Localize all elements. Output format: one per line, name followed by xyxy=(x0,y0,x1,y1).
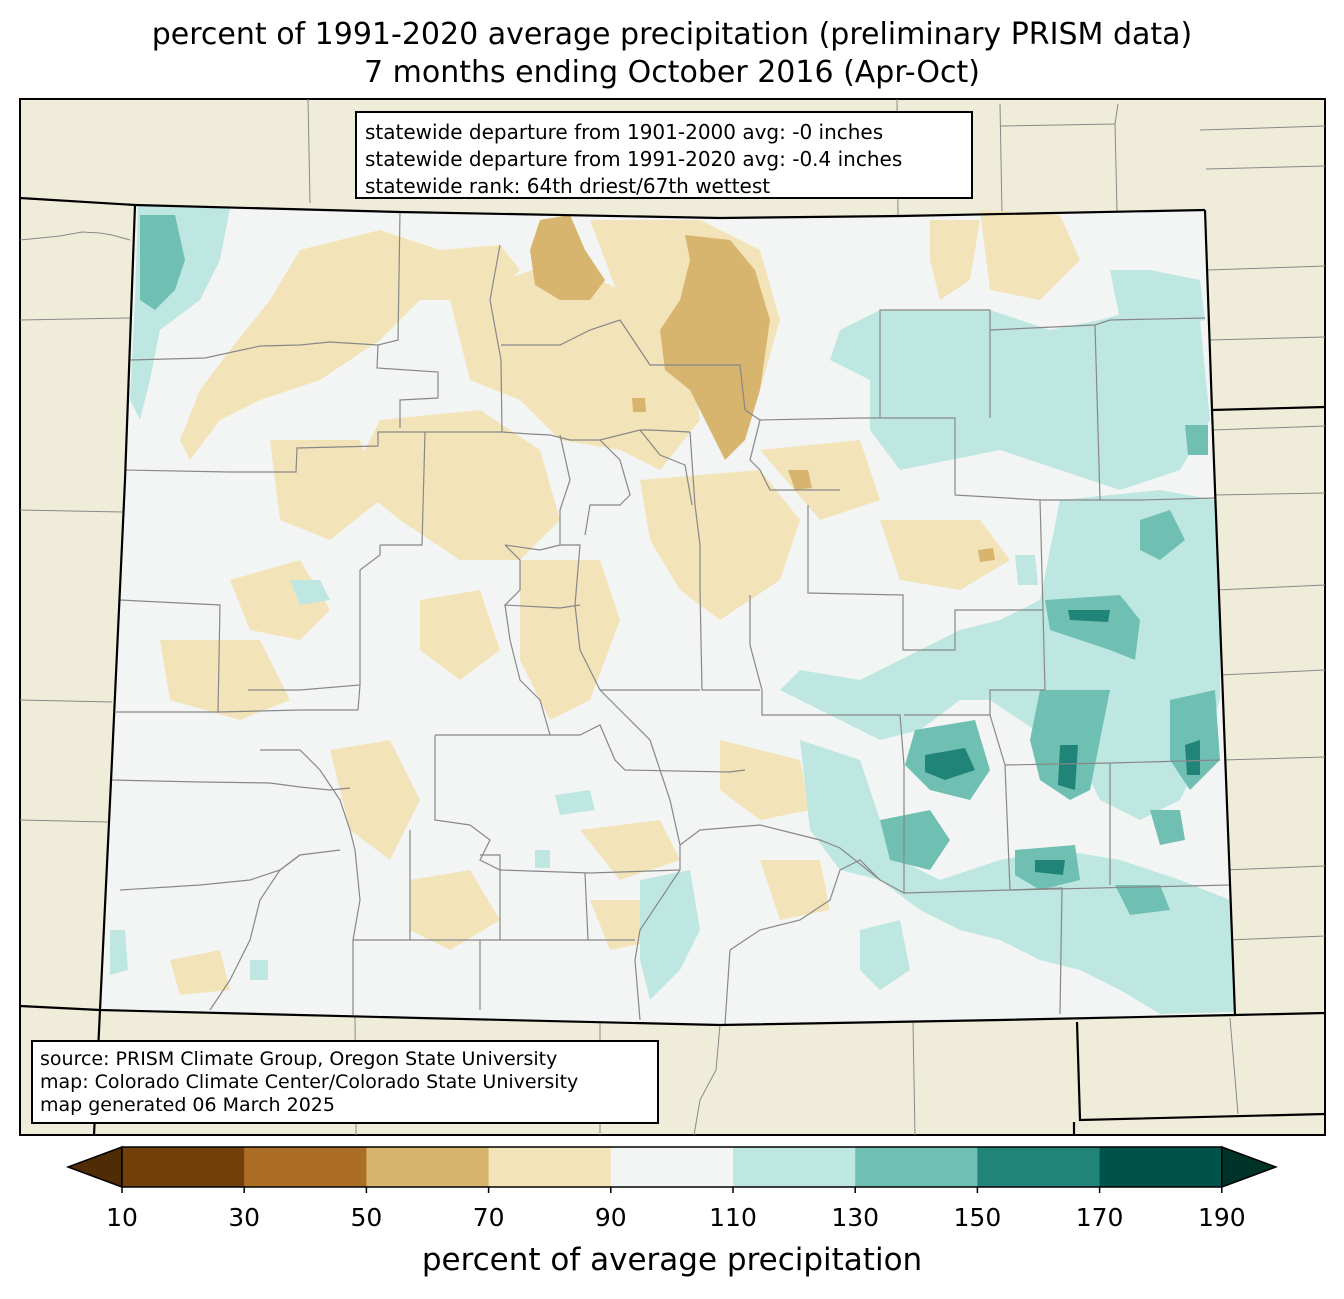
colorbar-bin xyxy=(488,1147,612,1187)
colorbar-bin xyxy=(610,1147,734,1187)
colorbar-bin xyxy=(122,1147,245,1187)
colorbar xyxy=(65,1145,1278,1193)
colorbar-tick-label: 110 xyxy=(709,1203,757,1232)
colorbar-bin xyxy=(1099,1147,1223,1187)
stats-departure-1901-2000: statewide departure from 1901-2000 avg: … xyxy=(365,120,884,144)
colorbar-tick-label: 150 xyxy=(953,1203,1002,1232)
source-generated-date: map generated 06 March 2025 xyxy=(40,1094,335,1116)
colorbar-tick-label: 50 xyxy=(350,1203,383,1232)
colorbar-tick-label: 30 xyxy=(228,1203,261,1232)
dry-areas-50-70 xyxy=(530,215,995,674)
neighbor-county-lines xyxy=(19,98,1326,1136)
colorbar-bin xyxy=(733,1147,856,1187)
colorbar-tick-label: 190 xyxy=(1197,1203,1246,1232)
map-title-line2: 7 months ending October 2016 (Apr-Oct) xyxy=(364,55,980,90)
colorbar-tick-label: 130 xyxy=(831,1203,880,1232)
colorbar-extend-low xyxy=(65,1145,123,1189)
source-box: source: PRISM Climate Group, Oregon Stat… xyxy=(31,1040,659,1124)
stats-departure-1991-2020: statewide departure from 1991-2020 avg: … xyxy=(365,147,903,171)
wet-areas-150-170 xyxy=(925,610,1200,875)
colorbar-label: percent of average precipitation xyxy=(421,1242,923,1278)
colorbar-bin xyxy=(855,1147,978,1187)
colorbar-tick-label: 170 xyxy=(1075,1203,1124,1232)
source-map-credit: map: Colorado Climate Center/Colorado St… xyxy=(40,1071,579,1093)
colorbar-extend-high xyxy=(1221,1145,1278,1189)
colorbar-outline xyxy=(121,1146,1223,1188)
colorbar-bin xyxy=(366,1147,490,1187)
colorbar-tick-label: 90 xyxy=(594,1203,627,1232)
source-prism: source: PRISM Climate Group, Oregon Stat… xyxy=(40,1048,558,1070)
statewide-stats-box: statewide departure from 1901-2000 avg: … xyxy=(355,111,973,199)
map-title-line1: percent of 1991-2020 average precipitati… xyxy=(151,17,1193,52)
stats-rank: statewide rank: 64th driest/67th wettest xyxy=(365,174,771,198)
colorbar-bin xyxy=(977,1147,1101,1187)
colorbar-tick-label: 10 xyxy=(106,1203,138,1232)
colorbar-tick-label: 70 xyxy=(472,1203,505,1232)
county-lines xyxy=(111,211,1231,1025)
colorbar-bin xyxy=(244,1147,367,1187)
state-boundaries xyxy=(19,196,1326,1136)
